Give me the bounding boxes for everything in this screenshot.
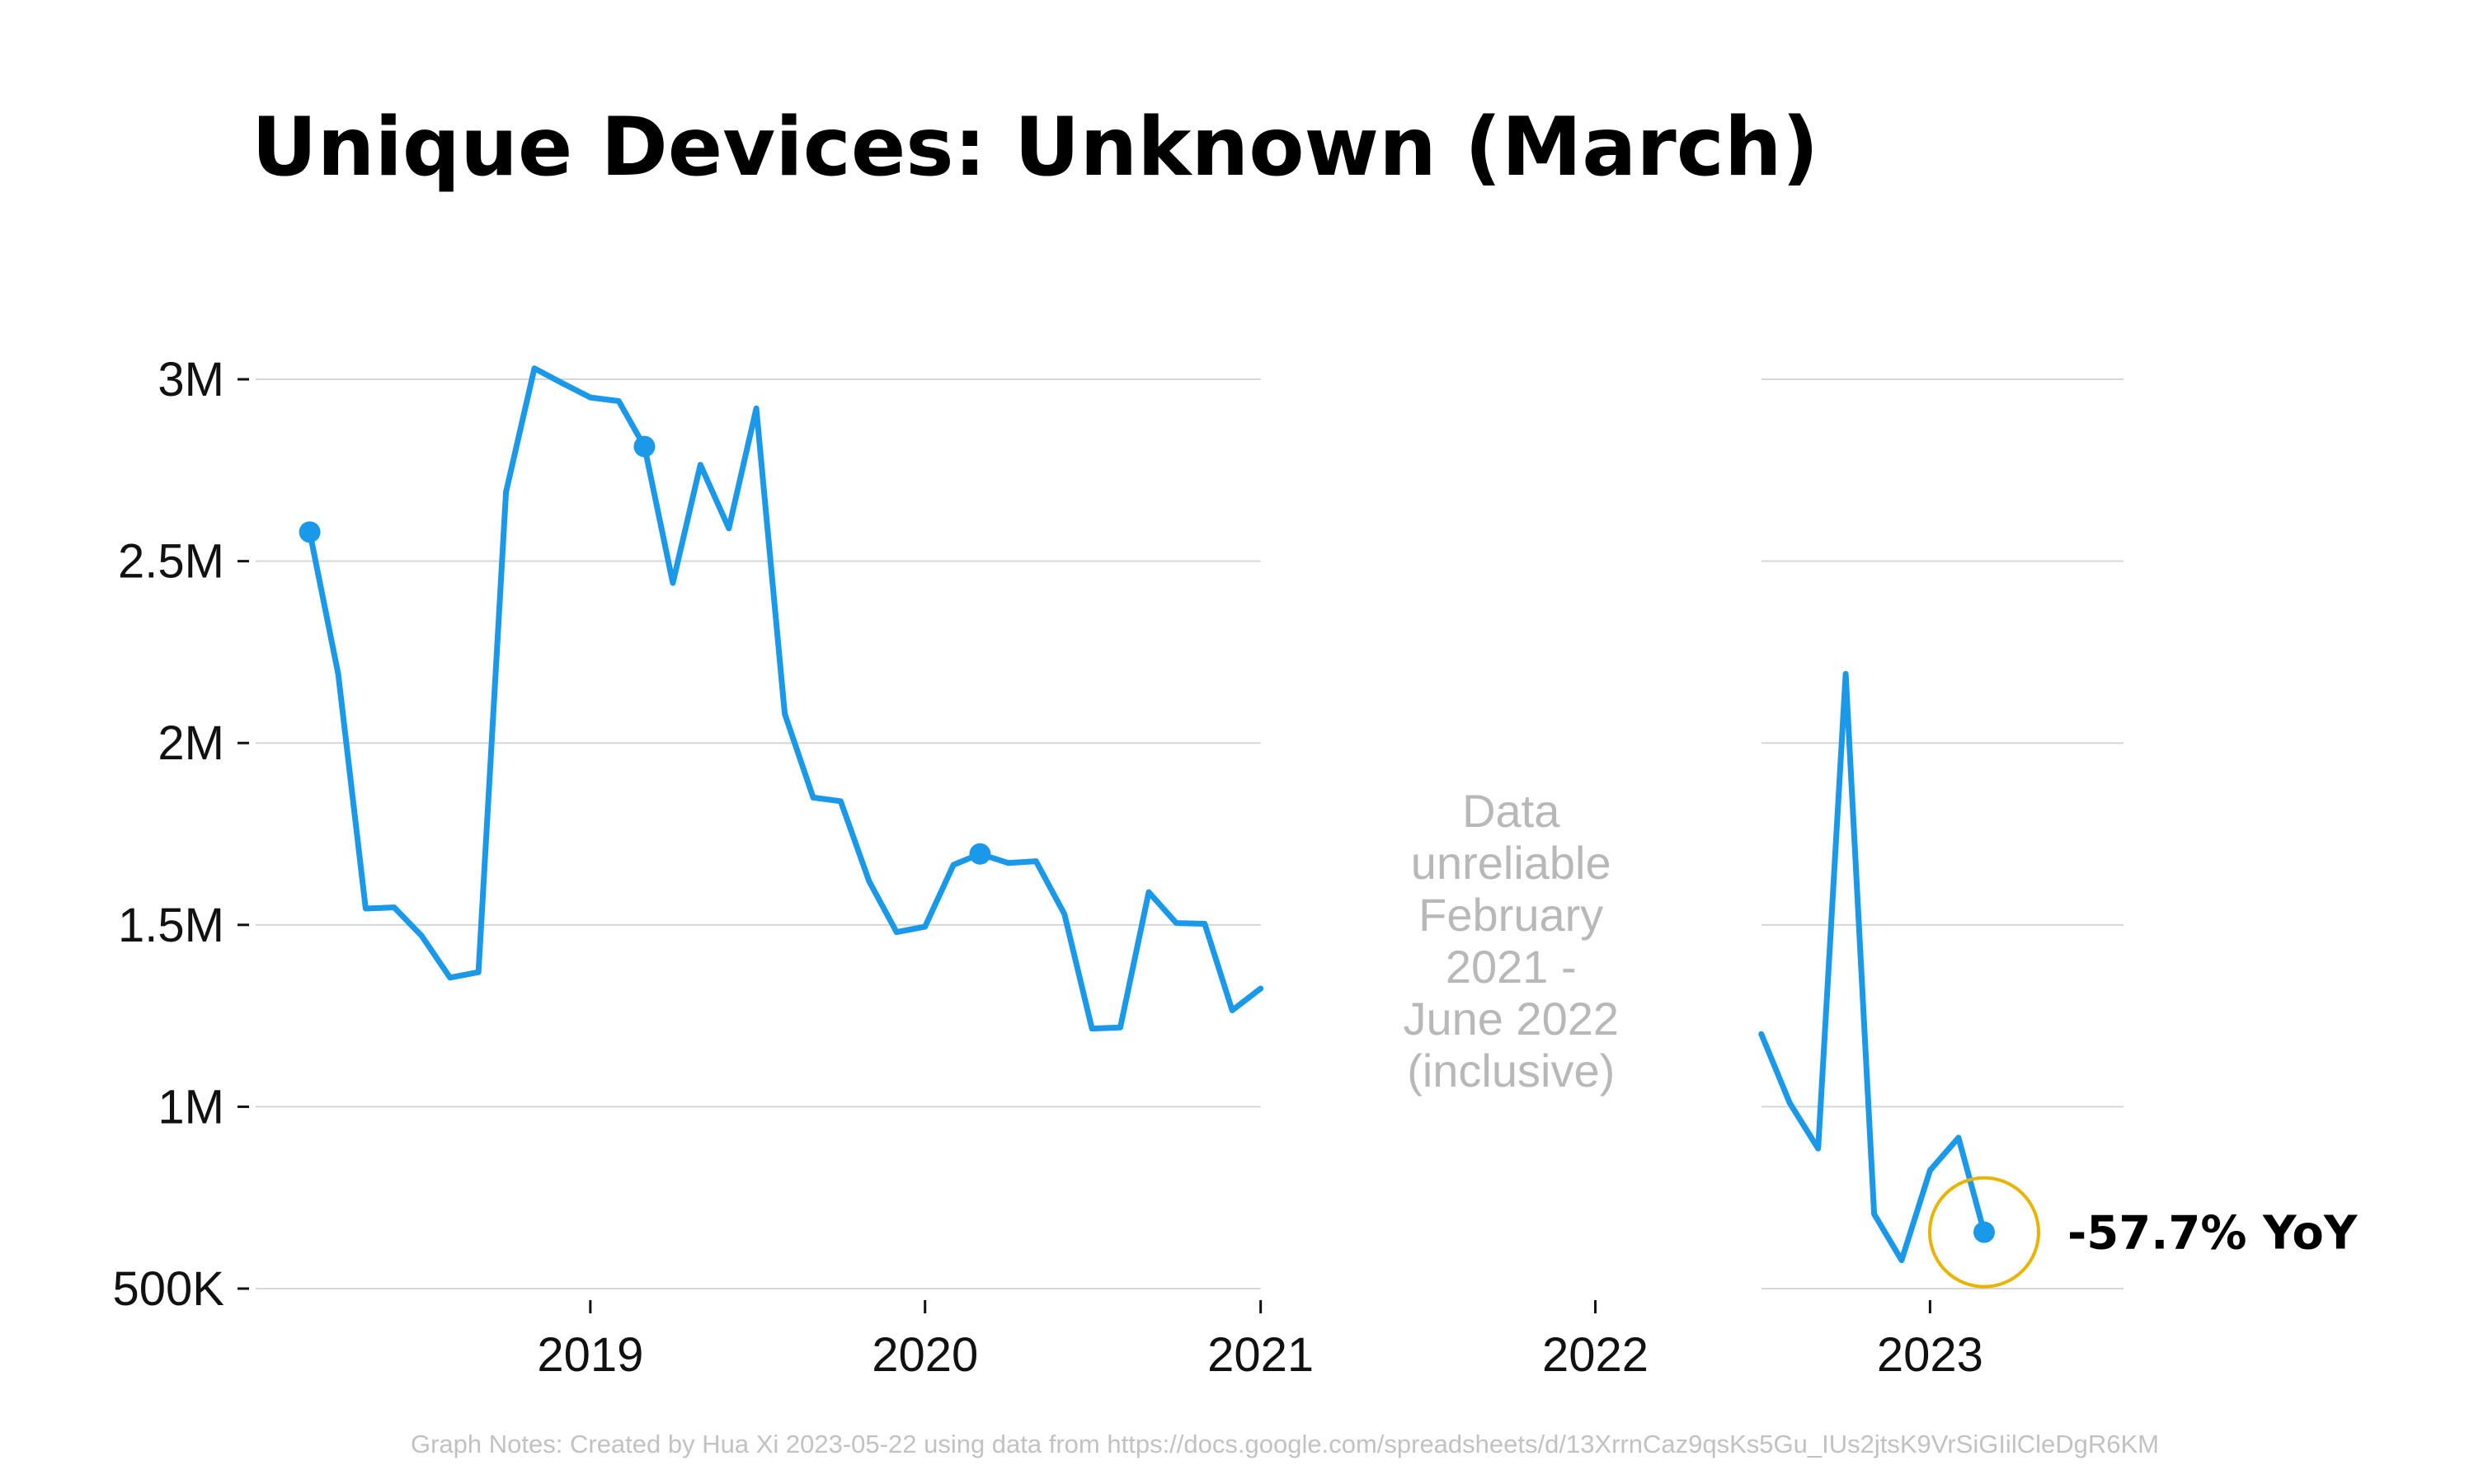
highlighted-points (299, 436, 1995, 1243)
gap-note-line: February (1418, 889, 1603, 941)
x-tick-label: 2019 (537, 1328, 643, 1382)
gap-note-line: Data (1462, 785, 1560, 837)
y-tick-label: 500K (113, 1262, 225, 1316)
y-axis: 3M 2.5M 2M 1.5M 1M 500K (113, 353, 249, 1316)
y-tick-label: 2.5M (118, 535, 224, 589)
gap-note-line: (inclusive) (1407, 1045, 1615, 1097)
y-tick-label: 1.5M (118, 899, 224, 952)
highlighted-point (299, 521, 321, 542)
y-tick-label: 2M (158, 716, 224, 770)
series-line (1761, 674, 1984, 1260)
x-tick-label: 2022 (1542, 1328, 1649, 1382)
highlighted-point (633, 436, 655, 458)
graph-notes: Graph Notes: Created by Hua Xi 2023-05-2… (411, 1430, 2159, 1458)
yoy-label: -57.7% YoY (2067, 1207, 2359, 1261)
gap-note-line: unreliable (1411, 837, 1611, 889)
gridlines (256, 379, 2124, 1289)
x-tick-label: 2021 (1207, 1328, 1314, 1382)
highlighted-point (1973, 1222, 1995, 1243)
y-tick-label: 1M (158, 1080, 224, 1134)
highlighted-point (969, 843, 990, 865)
x-axis: 2019 2020 2021 2022 2023 (537, 1300, 1983, 1382)
gap-note-line: 2021 - (1446, 941, 1577, 993)
y-tick-label: 3M (158, 353, 224, 406)
series-unknown-devices (310, 369, 1984, 1261)
gap-note-line: June 2022 (1403, 993, 1619, 1045)
chart-title: Unique Devices: Unknown (March) (252, 101, 1818, 195)
x-tick-label: 2020 (872, 1328, 978, 1382)
x-tick-label: 2023 (1877, 1328, 1983, 1382)
series-line (310, 369, 1261, 1029)
